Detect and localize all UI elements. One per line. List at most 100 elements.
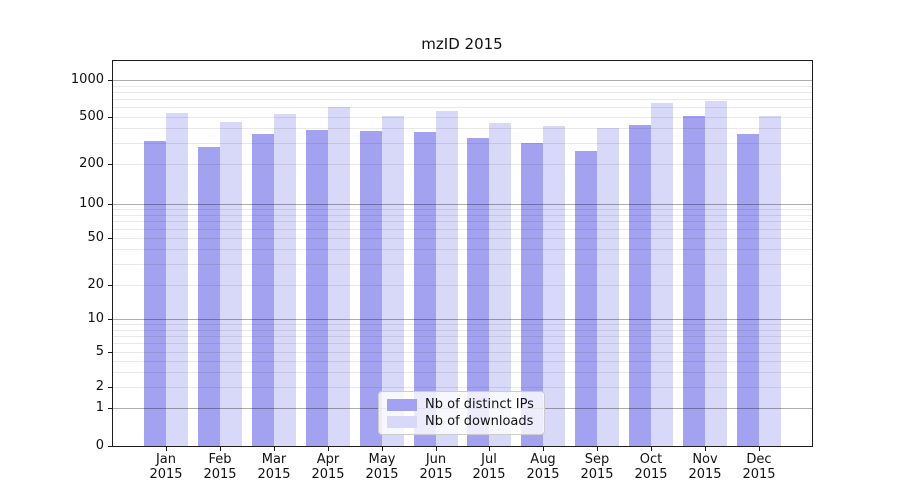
gridline-minor: [113, 285, 812, 286]
x-tick-month: Jun: [425, 452, 447, 467]
x-tick-month: Mar: [261, 452, 287, 467]
gridline-minor: [113, 215, 812, 216]
bar-distinct-ips-nov: [683, 116, 705, 446]
x-tick-year: 2015: [149, 467, 183, 482]
x-tick-month: Feb: [208, 452, 232, 467]
gridline-minor: [113, 86, 812, 87]
x-tick-mark: [436, 447, 437, 451]
legend-label-downloads: Nb of downloads: [425, 414, 534, 429]
x-tick-mark: [543, 447, 544, 451]
x-tick-label: Dec 2015: [727, 452, 791, 482]
x-tick-year: 2015: [365, 467, 399, 482]
x-tick-label: Mar 2015: [242, 452, 306, 482]
bar-distinct-ips-sep: [575, 150, 598, 446]
x-tick-year: 2015: [203, 467, 237, 482]
gridline-major: [113, 80, 812, 81]
gridline-minor: [113, 264, 812, 265]
chart-title: mzID 2015: [421, 35, 503, 53]
gridline-minor: [113, 343, 812, 344]
y-tick-label: 50: [87, 230, 104, 245]
gridline-minor: [113, 143, 812, 144]
x-tick-year: 2015: [580, 467, 614, 482]
x-tick-mark: [166, 447, 167, 451]
bar-downloads-mar: [273, 113, 296, 446]
x-tick-label: Aug 2015: [511, 452, 575, 482]
bar-downloads-jul: [489, 122, 512, 446]
x-tick-label: Apr 2015: [296, 452, 360, 482]
gridline-minor: [113, 209, 812, 210]
bar-distinct-ips-feb: [197, 146, 220, 446]
bar-downloads-feb: [219, 121, 242, 446]
y-tick-label: 5: [95, 344, 104, 359]
x-tick-year: 2015: [526, 467, 560, 482]
x-tick-month: Apr: [316, 452, 340, 467]
y-tick-mark: [108, 117, 112, 118]
x-tick-label: Nov 2015: [673, 452, 737, 482]
y-tick-mark: [108, 80, 112, 81]
y-tick-label: 2: [95, 379, 104, 394]
gridline-minor: [113, 99, 812, 100]
x-tick-mark: [489, 447, 490, 451]
gridline-minor: [113, 107, 812, 108]
gridline-minor: [113, 229, 812, 230]
bar-distinct-ips-jan: [144, 140, 166, 446]
gridline-minor: [113, 92, 812, 93]
gridline-minor: [113, 128, 812, 129]
gridline-minor: [113, 372, 812, 373]
legend: Nb of distinct IPs Nb of downloads: [378, 391, 545, 435]
y-tick-label: 1000: [70, 72, 104, 87]
bar-downloads-apr: [327, 106, 350, 446]
y-tick-label: 500: [79, 109, 104, 124]
gridline-minor: [113, 324, 812, 325]
x-tick-month: Jan: [155, 452, 177, 467]
legend-entry-downloads: Nb of downloads: [387, 414, 536, 429]
bar-downloads-dec: [758, 116, 781, 446]
x-tick-month: Jul: [481, 452, 497, 467]
bar-downloads-jan: [166, 112, 188, 446]
gridline-major: [113, 319, 812, 320]
bar-distinct-ips-dec: [736, 133, 759, 446]
legend-entry-distinct-ips: Nb of distinct IPs: [387, 397, 536, 412]
x-tick-label: Jul 2015: [457, 452, 521, 482]
bar-downloads-may: [381, 116, 404, 446]
x-tick-year: 2015: [472, 467, 506, 482]
x-tick-mark: [328, 447, 329, 451]
gridline-minor: [113, 330, 812, 331]
y-tick-mark: [108, 204, 112, 205]
x-tick-mark: [274, 447, 275, 451]
bar-distinct-ips-may: [359, 131, 382, 446]
legend-swatch-downloads: [387, 415, 417, 428]
x-tick-label: Sep 2015: [565, 452, 629, 482]
legend-label-distinct-ips: Nb of distinct IPs: [425, 397, 534, 412]
x-tick-mark: [651, 447, 652, 451]
gridline-major: [113, 204, 812, 205]
y-tick-mark: [108, 408, 112, 409]
y-tick-mark: [108, 319, 112, 320]
bar-downloads-oct: [651, 102, 674, 446]
y-tick-mark: [108, 352, 112, 353]
gridline-minor: [113, 238, 812, 239]
bar-distinct-ips-apr: [305, 130, 328, 446]
y-tick-label: 20: [87, 277, 104, 292]
y-tick-mark: [108, 387, 112, 388]
x-tick-mark: [220, 447, 221, 451]
bar-downloads-sep: [597, 128, 620, 446]
gridline-minor: [113, 352, 812, 353]
y-tick-mark: [108, 285, 112, 286]
x-tick-mark: [597, 447, 598, 451]
y-tick-label: 1: [95, 400, 104, 415]
x-tick-month: Dec: [746, 452, 772, 467]
x-tick-year: 2015: [688, 467, 722, 482]
gridline-minor: [113, 221, 812, 222]
x-tick-month: Aug: [530, 452, 556, 467]
x-tick-label: Jan 2015: [134, 452, 198, 482]
y-tick-mark: [108, 238, 112, 239]
bar-downloads-nov: [705, 100, 727, 446]
bar-distinct-ips-jun: [413, 131, 436, 446]
x-tick-label: May 2015: [350, 452, 414, 482]
x-tick-month: Sep: [584, 452, 610, 467]
gridline-minor: [113, 387, 812, 388]
x-tick-year: 2015: [742, 467, 776, 482]
gridline-minor: [113, 249, 812, 250]
bar-downloads-jun: [435, 111, 458, 446]
